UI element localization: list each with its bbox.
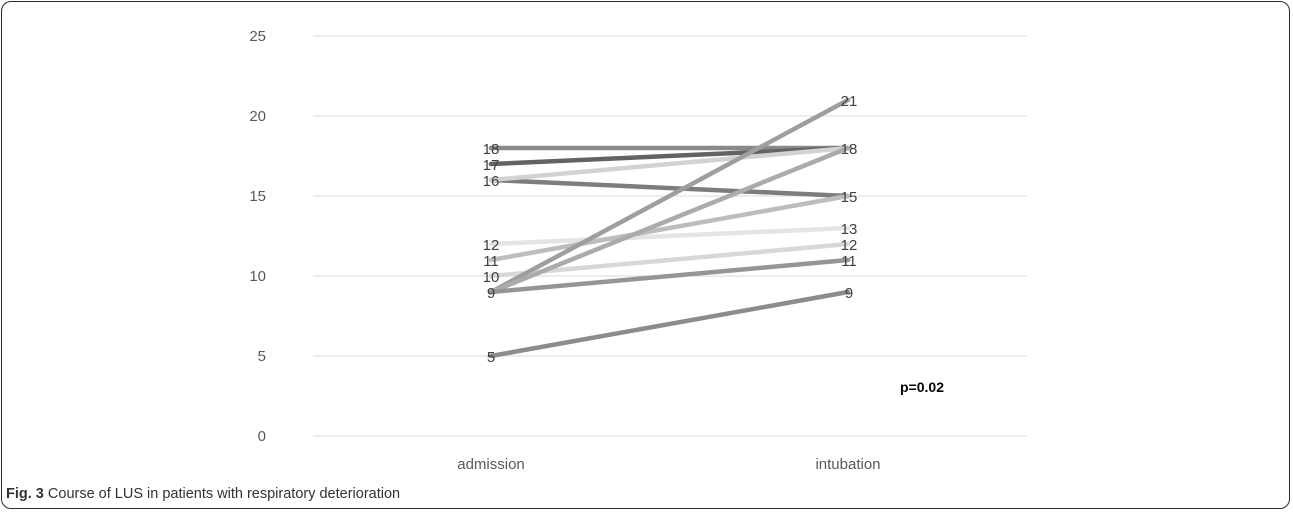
gridlines <box>313 35 1027 437</box>
series-lines <box>488 97 851 359</box>
data-label: 13 <box>841 221 858 238</box>
series-line <box>488 257 851 295</box>
y-tick-label: 0 <box>258 428 266 445</box>
data-label: 11 <box>841 253 857 270</box>
data-label: 18 <box>841 141 858 158</box>
data-label: 18 <box>483 141 500 158</box>
data-label: 15 <box>841 189 858 206</box>
series-line <box>488 145 851 167</box>
data-label: 11 <box>483 253 499 270</box>
data-label: 9 <box>845 285 853 302</box>
y-tick-label: 10 <box>249 268 266 285</box>
x-category-label: admission <box>457 456 525 473</box>
series-line <box>488 97 851 295</box>
data-label: 10 <box>483 269 500 286</box>
y-tick-label: 5 <box>258 348 266 365</box>
x-category-label: intubation <box>815 456 880 473</box>
series-line <box>488 225 851 247</box>
series-line <box>488 177 851 199</box>
data-label: 16 <box>483 173 500 190</box>
data-label: 12 <box>841 237 858 254</box>
series-line <box>488 145 851 183</box>
series-line <box>488 241 851 279</box>
data-label: 9 <box>487 285 495 302</box>
series-line <box>488 193 851 263</box>
caption-text: Course of LUS in patients with respirato… <box>43 486 401 502</box>
p-value-annotation: p=0.02 <box>900 379 944 395</box>
data-label: 12 <box>483 237 500 254</box>
data-label: 5 <box>487 349 495 366</box>
data-label: 21 <box>841 93 858 110</box>
y-tick-label: 20 <box>249 108 266 125</box>
y-axis: 0 5 10 15 20 25 <box>249 28 266 445</box>
data-label: 17 <box>483 157 500 174</box>
series-line <box>488 289 851 359</box>
y-tick-label: 15 <box>249 188 266 205</box>
series-line <box>488 145 851 295</box>
x-axis: admission intubation <box>457 456 880 473</box>
y-tick-label: 25 <box>249 28 266 45</box>
figure-label: Fig. 3 <box>6 486 44 502</box>
figure-caption: Fig. 3 Course of LUS in patients with re… <box>6 486 400 502</box>
